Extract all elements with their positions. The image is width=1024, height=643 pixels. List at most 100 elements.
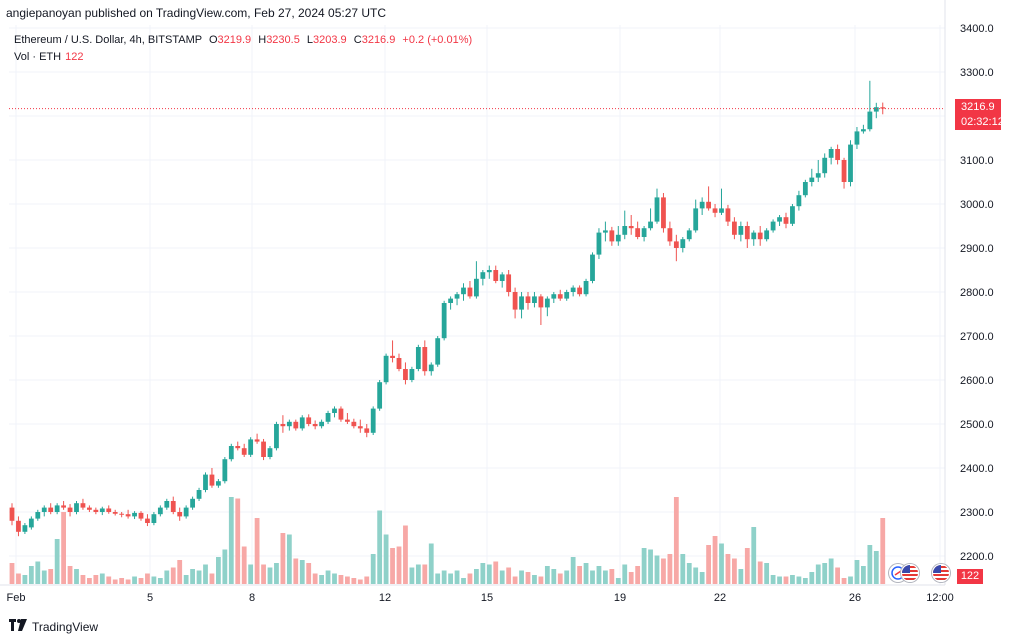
volume-bars [9,497,886,584]
candle-body [403,369,408,380]
volume-bar [422,564,428,584]
candle-body [319,421,324,427]
candle-body [615,234,621,242]
volume-bar [364,576,370,584]
ohlc-legend[interactable]: Ethereum / U.S. Dollar, 4h, BITSTAMP O32… [14,34,472,46]
candle-body [145,518,150,523]
candle-body [293,421,299,429]
candle-body [641,228,647,237]
volume-bar [532,575,537,584]
candle-body [216,481,221,486]
volume-bar [409,567,415,584]
candle-body [428,364,434,372]
volume-label[interactable]: Vol · ETH [14,51,62,63]
candle-body [170,501,176,512]
volume-tag: 122 [957,569,983,584]
volume-bar [241,546,247,584]
candle-body [67,507,73,512]
candle-body [796,195,802,207]
volume-bar [661,558,666,584]
volume-bar [177,560,183,584]
candle-body [635,228,641,237]
candle-body [732,221,737,235]
us-flag-icon[interactable] [901,564,919,582]
candle-body [854,131,860,145]
candle-body [848,144,853,182]
candle-body [538,296,544,308]
y-tick-label: 3400.0 [960,23,994,35]
candle-body [777,217,782,222]
candlesticks [9,80,886,537]
tradingview-footer[interactable]: TradingView [9,619,98,634]
candle-body [151,514,157,523]
volume-bar [790,575,795,584]
x-tick-label: 12:00 [926,592,954,604]
volume-bar [603,570,608,584]
candle-body [28,518,34,528]
candle-body [396,358,402,369]
volume-bar [854,560,860,584]
candle-body [467,287,473,297]
candle-body [570,287,576,292]
y-tick-label: 2500.0 [960,419,994,431]
bar-countdown-tag: 02:32:12 [955,114,1004,130]
volume-bar [164,570,170,584]
candle-body [261,441,266,457]
y-tick-label: 2200.0 [960,551,994,563]
volume-bar [228,497,234,584]
candle-body [648,221,653,229]
us-flag-icon[interactable] [932,564,950,582]
candle-body [196,490,202,499]
volume-bar [815,564,821,584]
candle-body [93,509,99,512]
volume-bar [764,563,770,584]
candle-body [828,149,834,158]
volume-legend[interactable]: Vol · ETH 122 [14,51,83,63]
volume-bar [673,497,679,584]
volume-bar [415,564,421,584]
open-value: 3219.9 [217,34,252,46]
volume-bar [396,546,402,584]
candle-body [493,270,499,281]
tradingview-logo-icon[interactable] [9,619,27,634]
candle-body [461,287,466,295]
candle-body [106,508,112,512]
candle-body [738,226,744,235]
volume-bar [448,573,453,584]
volume-bar [106,576,112,584]
volume-bar [157,578,163,584]
volume-bar [54,539,60,584]
volume-bar [622,564,628,584]
volume-bar [61,512,66,584]
volume-bar [667,554,673,584]
volume-bar [873,551,879,584]
candle-body [751,232,757,240]
candle-body [415,347,421,369]
candle-body [499,274,505,281]
volume-bar [112,579,118,584]
volume-bar [274,563,279,584]
candle-body [112,512,118,514]
tradingview-brand[interactable]: TradingView [32,619,99,634]
volume-bar [738,569,744,584]
candle-body [357,426,363,429]
candle-body [164,501,170,508]
candle-body [422,347,428,372]
candle-body [725,208,731,222]
volume-bar [693,567,699,584]
volume-bar [628,572,634,584]
volume-bar [351,578,357,584]
symbol-label[interactable]: Ethereum / U.S. Dollar, 4h, BITSTAMP [14,34,202,46]
volume-bar [880,518,886,584]
time-axis: Feb 5 8 12 15 19 22 26 12:00 [7,592,954,604]
volume-bar [254,518,260,584]
volume-bar [757,561,763,584]
candle-body [177,512,183,517]
close-label: C [353,34,362,46]
candle-body [790,206,795,224]
last-price-tag: 3216.9 [955,99,1001,115]
candle-body [564,292,570,299]
candle-body [190,498,195,508]
x-tick-label: 19 [614,592,626,604]
